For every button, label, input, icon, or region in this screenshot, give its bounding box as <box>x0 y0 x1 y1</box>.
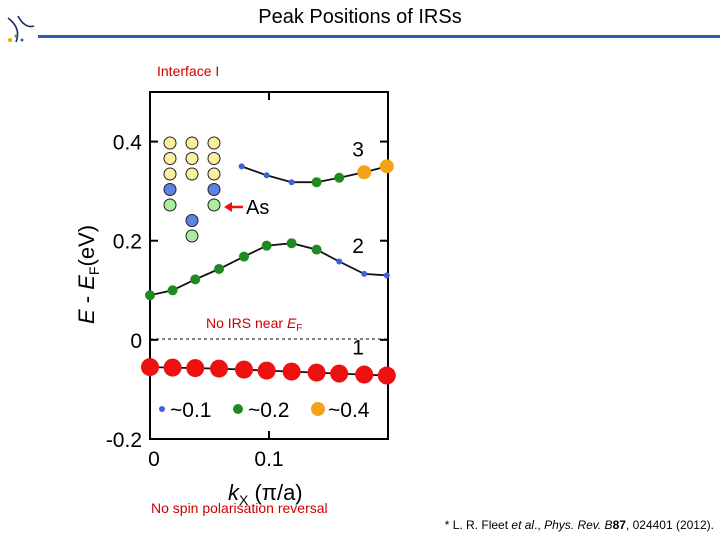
data-points <box>141 159 396 385</box>
y-tick-label: 0.4 <box>113 132 143 155</box>
atom-icon <box>207 152 221 165</box>
axis-ticks: -0.2 0 0.2 0.4 0 0.1 <box>106 92 388 471</box>
band-2-point <box>286 238 297 249</box>
x-tick-label: 0 <box>148 448 160 471</box>
band-1-point <box>377 366 396 385</box>
band-label-2: 2 <box>352 235 364 258</box>
legend-marker-orange <box>311 402 325 416</box>
atom-icon <box>163 183 177 196</box>
band-2-curve <box>149 242 387 297</box>
band-1-point <box>282 362 301 381</box>
as-arrow-head <box>224 202 232 212</box>
band-3-point <box>263 172 270 179</box>
band-3-point <box>311 177 322 188</box>
citation: * L. R. Fleet et al., Phys. Rev. B87, 02… <box>444 518 714 532</box>
y-tick-label: -0.2 <box>106 429 142 452</box>
interface-label: Interface I <box>157 63 220 79</box>
band-3-point <box>334 172 345 183</box>
band-1-point <box>210 359 229 378</box>
band-2-point <box>239 251 250 262</box>
atom-icon <box>207 167 221 181</box>
band-2-point <box>311 244 322 255</box>
legend: ~0.1 ~0.2 ~0.4 <box>159 399 370 422</box>
band-2-point <box>214 263 225 274</box>
y-tick-label: 0.2 <box>113 231 142 254</box>
legend-label-0.4: ~0.4 <box>328 399 370 422</box>
atom-stack-inset: As <box>163 136 269 243</box>
band-label-3: 3 <box>352 138 364 161</box>
band-labels: 3 2 1 <box>352 138 364 359</box>
legend-marker-blue <box>159 406 165 412</box>
logo-icon <box>7 15 35 43</box>
atom-icon <box>185 167 199 181</box>
atom-icon <box>207 136 221 150</box>
band-1-point <box>141 358 159 377</box>
legend-label-0.1: ~0.1 <box>170 399 211 422</box>
band-2-point <box>336 258 343 265</box>
legend-label-0.2: ~0.2 <box>248 399 289 422</box>
band-2-point <box>261 240 272 251</box>
band-1-point <box>235 360 254 379</box>
band-1-point <box>257 361 276 380</box>
slide-title: Peak Positions of IRSs <box>258 6 462 28</box>
atom-icon <box>207 183 221 196</box>
band-2-point <box>383 272 390 279</box>
band-1-point <box>330 364 349 383</box>
band-1-point <box>307 363 326 382</box>
legend-marker-green <box>233 404 243 414</box>
band-1-point <box>163 358 182 377</box>
atom-icon <box>185 152 199 165</box>
band-2-point <box>190 274 201 285</box>
band-2-point <box>167 285 178 296</box>
band-2-point <box>145 290 155 301</box>
y-tick-label: 0 <box>130 330 142 353</box>
band-3-point <box>288 179 295 186</box>
no-irs-annotation: No IRS near EF <box>206 315 302 334</box>
band-3-point <box>357 165 372 180</box>
x-axis-label: kX (π/a) <box>228 480 303 508</box>
band-label-1: 1 <box>352 337 364 360</box>
atom-icon <box>163 136 177 150</box>
atom-icon <box>163 167 177 181</box>
atom-icon <box>185 214 199 227</box>
atom-icon <box>207 198 221 212</box>
atom-icon <box>185 136 199 150</box>
spin-note: No spin polarisation reversal <box>151 500 328 516</box>
band-1-point <box>355 365 374 384</box>
atom-icon <box>163 198 177 212</box>
atom-icon <box>185 229 199 243</box>
band-3-point <box>238 163 245 170</box>
as-label: As <box>246 197 269 219</box>
title-divider <box>38 35 720 38</box>
band-3-point <box>379 159 394 174</box>
band-1-point <box>186 359 205 378</box>
band-chart: -0.2 0 0.2 0.4 0 0.1 3 2 1 As No IRS near EF ~0… <box>74 91 396 508</box>
atom-icon <box>163 152 177 165</box>
y-axis-label: E - EF(eV) <box>74 225 102 324</box>
band-2-point <box>361 270 368 277</box>
x-tick-label: 0.1 <box>254 448 283 471</box>
